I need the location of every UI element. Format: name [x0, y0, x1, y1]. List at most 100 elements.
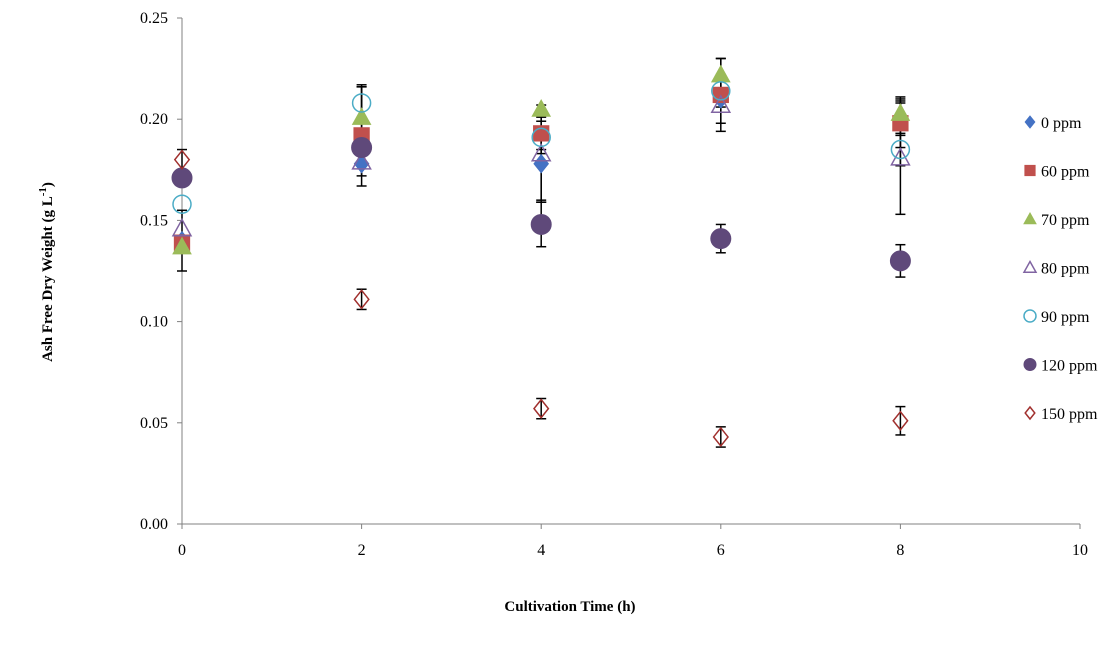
- series-150-ppm: [173, 149, 909, 448]
- triangle-marker: [1022, 259, 1038, 274]
- circle-marker: [171, 167, 193, 189]
- legend-marker: [1024, 164, 1036, 177]
- data-points: [171, 64, 911, 448]
- legend-label: 120 ppm: [1041, 358, 1098, 375]
- triangle-marker: [351, 107, 372, 125]
- y-tick-label: 0.25: [140, 10, 168, 27]
- data-point: [710, 94, 732, 113]
- legend: 0 ppm 60 ppm 70 ppm 80 ppm 90 ppm 120 ppm 150 …: [1022, 115, 1098, 423]
- error-bar: [715, 426, 726, 448]
- square-marker: [1024, 164, 1036, 177]
- legend-item: 60 ppm: [1024, 164, 1090, 181]
- legend-item: 150 ppm: [1024, 405, 1098, 423]
- data-point: [351, 107, 372, 125]
- axes: 0.00 0.05 0.10 0.15 0.20 0.25 0 2 4 6 8 10: [140, 10, 1088, 559]
- legend-label: 70 ppm: [1041, 212, 1090, 229]
- triangle-marker: [710, 64, 731, 83]
- diamond-marker: [892, 410, 909, 431]
- y-tick-label: 0.20: [140, 111, 168, 128]
- x-tick-label: 4: [537, 542, 545, 559]
- circle-marker: [711, 81, 731, 101]
- triangle-marker: [1023, 211, 1037, 225]
- data-point: [173, 149, 191, 170]
- diamond-marker: [173, 149, 191, 170]
- data-point: [353, 289, 370, 310]
- data-point: [351, 151, 372, 170]
- x-tick-label: 10: [1072, 542, 1088, 559]
- legend-label: 150 ppm: [1041, 406, 1098, 423]
- data-point: [351, 93, 372, 113]
- data-point: [530, 143, 552, 162]
- circle-marker: [351, 93, 372, 113]
- legend-item: 70 ppm: [1023, 211, 1090, 229]
- data-point: [172, 194, 192, 214]
- error-bar: [356, 288, 367, 311]
- x-tick-label: 8: [896, 542, 904, 559]
- diamond-marker: [712, 426, 729, 448]
- error-bar: [536, 397, 547, 420]
- triangle-marker: [351, 151, 372, 170]
- y-axis-title: Ash Free Dry Weight (g L-1): [37, 182, 56, 362]
- x-tick-label: 2: [358, 542, 366, 559]
- legend-label: 0 ppm: [1041, 115, 1082, 132]
- data-point: [530, 213, 552, 235]
- legend-marker: [1022, 259, 1038, 274]
- x-tick-label: 0: [178, 542, 186, 559]
- legend-label: 60 ppm: [1041, 164, 1090, 181]
- data-point: [171, 167, 193, 189]
- legend-item: 0 ppm: [1024, 115, 1082, 132]
- data-point: [710, 228, 732, 250]
- circle-marker: [530, 213, 552, 235]
- legend-label: 90 ppm: [1041, 309, 1090, 326]
- diamond-marker: [353, 289, 370, 310]
- error-bar: [177, 148, 187, 171]
- data-point: [889, 250, 911, 272]
- circle-marker: [1023, 309, 1037, 323]
- circle-marker: [172, 194, 192, 214]
- circle-marker: [351, 137, 373, 159]
- legend-marker: [1024, 405, 1036, 421]
- triangle-marker: [172, 236, 192, 255]
- legend-marker: [1023, 309, 1037, 323]
- legend-item: 90 ppm: [1023, 309, 1090, 326]
- data-point: [890, 139, 911, 160]
- legend-marker: [1023, 358, 1037, 371]
- legend-marker: [1023, 211, 1037, 225]
- diamond-marker: [1024, 405, 1036, 421]
- circle-marker: [1023, 358, 1037, 371]
- circle-marker: [531, 127, 551, 148]
- legend-item: 80 ppm: [1022, 259, 1090, 278]
- data-point: [531, 99, 552, 117]
- data-point: [711, 81, 731, 101]
- series-90-ppm: [172, 81, 911, 214]
- diamond-marker: [533, 398, 550, 419]
- triangle-marker: [890, 103, 911, 121]
- triangle-marker: [171, 217, 193, 237]
- data-point: [712, 426, 729, 448]
- data-point: [533, 153, 550, 174]
- y-tick-label: 0.05: [140, 415, 168, 432]
- circle-marker: [710, 228, 732, 250]
- x-tick-label: 6: [717, 542, 725, 559]
- triangle-marker: [531, 99, 552, 117]
- y-tick-label: 0.15: [140, 212, 168, 229]
- y-tick-label: 0.00: [140, 516, 168, 533]
- data-point: [892, 410, 909, 431]
- data-point: [890, 103, 911, 121]
- data-point: [171, 217, 193, 237]
- diamond-marker: [1024, 115, 1036, 129]
- diamond-marker: [533, 153, 550, 174]
- triangle-marker: [710, 94, 732, 113]
- data-point: [351, 137, 373, 159]
- legend-label: 80 ppm: [1041, 261, 1090, 278]
- circle-marker: [890, 139, 911, 160]
- data-point: [531, 127, 551, 148]
- data-point: [172, 236, 192, 255]
- circle-marker: [889, 250, 911, 272]
- series-120-ppm: [171, 137, 911, 272]
- triangle-marker: [530, 143, 552, 162]
- legend-marker: [1024, 115, 1036, 129]
- y-tick-label: 0.10: [140, 314, 168, 331]
